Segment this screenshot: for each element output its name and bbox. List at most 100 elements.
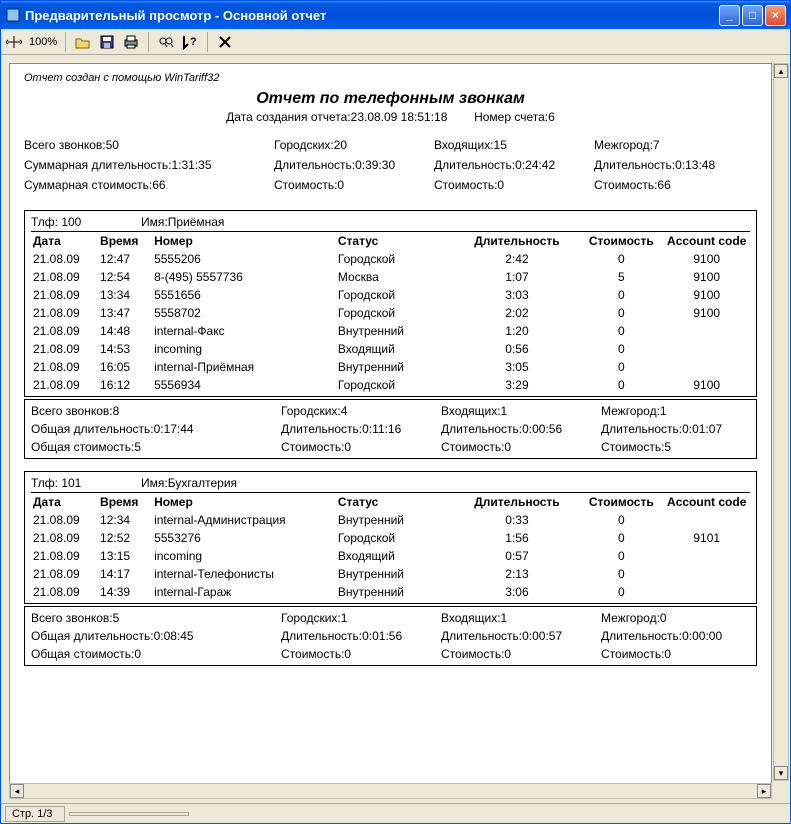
app-window: Предварительный просмотр - Основной отче… — [0, 0, 791, 824]
find-button[interactable] — [157, 32, 175, 52]
cell-status: Внутренний — [336, 358, 455, 376]
cell-time: 13:47 — [98, 304, 152, 322]
maximize-button[interactable]: □ — [742, 5, 763, 26]
minimize-button[interactable]: _ — [719, 5, 740, 26]
cell-account — [663, 358, 750, 376]
col-status: Статус — [336, 232, 455, 251]
summary-cell: Длительность:0:00:00 — [601, 629, 741, 643]
col-account: Account code — [663, 493, 750, 512]
cell-cost: 5 — [579, 268, 663, 286]
cell-cost: 0 — [579, 304, 663, 322]
summary-cell: Стоимость:0 — [441, 647, 601, 661]
col-cost: Стоимость — [579, 493, 663, 512]
summary-cell: Городских:1 — [281, 611, 441, 625]
summary-cell: Входящих:1 — [441, 404, 601, 418]
cell-status: Городской — [336, 529, 455, 547]
col-duration: Длительность — [455, 493, 579, 512]
account-label: Номер счета: — [474, 110, 548, 124]
cell-time: 14:39 — [98, 583, 152, 601]
phone-section: Тлф: 101Имя:БухгалтерияДатаВремяНомерСта… — [24, 471, 757, 604]
cell-date: 21.08.09 — [31, 268, 98, 286]
calls-table: ДатаВремяНомерСтатусДлительностьСтоимост… — [31, 492, 750, 601]
cell-duration: 2:13 — [455, 565, 579, 583]
cell-number: internal-Телефонисты — [152, 565, 336, 583]
cell-date: 21.08.09 — [31, 511, 98, 529]
col-duration: Длительность — [455, 232, 579, 251]
scroll-down-icon[interactable]: ▾ — [774, 766, 788, 780]
cell-duration: 0:57 — [455, 547, 579, 565]
cell-account: 9101 — [663, 529, 750, 547]
close-button[interactable]: × — [765, 5, 786, 26]
report-meta: Дата создания отчета:23.08.09 18:51:18 Н… — [24, 110, 757, 124]
help-button[interactable]: ? — [181, 32, 199, 52]
cell-date: 21.08.09 — [31, 322, 98, 340]
cell-number: 5558702 — [152, 304, 336, 322]
cell-time: 16:12 — [98, 376, 152, 394]
print-button[interactable] — [122, 32, 140, 52]
summary-cell: Городских:20 — [274, 138, 434, 152]
summary-cell: Стоимость:66 — [594, 178, 734, 192]
zoom-level[interactable]: 100% — [29, 32, 57, 52]
cell-date: 21.08.09 — [31, 340, 98, 358]
cell-status: Городской — [336, 250, 455, 268]
cell-number: internal-Гараж — [152, 583, 336, 601]
cell-time: 13:15 — [98, 547, 152, 565]
cell-date: 21.08.09 — [31, 547, 98, 565]
cell-number: 5553276 — [152, 529, 336, 547]
summary-cell: Длительность:0:00:57 — [441, 629, 601, 643]
cell-account — [663, 322, 750, 340]
cell-status: Внутренний — [336, 322, 455, 340]
statusbar: Стр. 1/3 — [1, 803, 790, 823]
open-button[interactable] — [74, 32, 92, 52]
titlebar: Предварительный просмотр - Основной отче… — [1, 1, 790, 29]
cell-cost: 0 — [579, 547, 663, 565]
cell-number: incoming — [152, 547, 336, 565]
cell-account — [663, 565, 750, 583]
cell-date: 21.08.09 — [31, 286, 98, 304]
cell-account: 9100 — [663, 268, 750, 286]
cell-number: incoming — [152, 340, 336, 358]
calls-table: ДатаВремяНомерСтатусДлительностьСтоимост… — [31, 231, 750, 394]
section-summary: Всего звонков:5Городских:1Входящих:1Межг… — [24, 606, 757, 666]
summary-cell: Длительность:0:24:42 — [434, 158, 594, 172]
summary-cell: Межгород:1 — [601, 404, 741, 418]
table-row: 21.08.0912:475555206Городской2:4209100 — [31, 250, 750, 268]
window-title: Предварительный просмотр - Основной отче… — [25, 8, 719, 23]
cell-time: 14:53 — [98, 340, 152, 358]
cell-cost: 0 — [579, 529, 663, 547]
table-row: 21.08.0916:05internal-ПриёмнаяВнутренний… — [31, 358, 750, 376]
cell-status: Входящий — [336, 340, 455, 358]
svg-text:?: ? — [190, 36, 197, 48]
col-number: Номер — [152, 232, 336, 251]
cell-time: 16:05 — [98, 358, 152, 376]
cell-cost: 0 — [579, 565, 663, 583]
summary-cell: Городских:4 — [281, 404, 441, 418]
summary-cell: Общая длительность:0:08:45 — [31, 629, 281, 643]
cell-time: 12:47 — [98, 250, 152, 268]
scroll-right-icon[interactable]: ▸ — [757, 784, 771, 798]
scroll-left-icon[interactable]: ◂ — [10, 784, 24, 798]
horizontal-scrollbar[interactable]: ◂ ▸ — [9, 783, 772, 799]
summary-cell: Общая длительность:0:17:44 — [31, 422, 281, 436]
vertical-scrollbar[interactable]: ▴ ▾ — [773, 63, 789, 781]
cell-duration: 3:03 — [455, 286, 579, 304]
cell-number: internal-Факс — [152, 322, 336, 340]
close-preview-button[interactable] — [216, 32, 234, 52]
summary-cell: Длительность:0:39:30 — [274, 158, 434, 172]
phone-section: Тлф: 100Имя:ПриёмнаяДатаВремяНомерСтатус… — [24, 210, 757, 397]
col-time: Время — [98, 493, 152, 512]
cell-cost: 0 — [579, 250, 663, 268]
fit-width-button[interactable] — [5, 32, 23, 52]
scroll-up-icon[interactable]: ▴ — [774, 64, 788, 78]
cell-account: 9100 — [663, 376, 750, 394]
cell-account — [663, 511, 750, 529]
col-date: Дата — [31, 232, 98, 251]
name-label: Имя:Приёмная — [141, 215, 224, 229]
cell-duration: 3:06 — [455, 583, 579, 601]
summary-cell: Всего звонков:50 — [24, 138, 274, 152]
cell-cost: 0 — [579, 511, 663, 529]
col-number: Номер — [152, 493, 336, 512]
status-cell — [69, 812, 189, 816]
report-page: Отчет создан с помощью WinTariff32 Отчет… — [9, 63, 772, 799]
save-button[interactable] — [98, 32, 116, 52]
